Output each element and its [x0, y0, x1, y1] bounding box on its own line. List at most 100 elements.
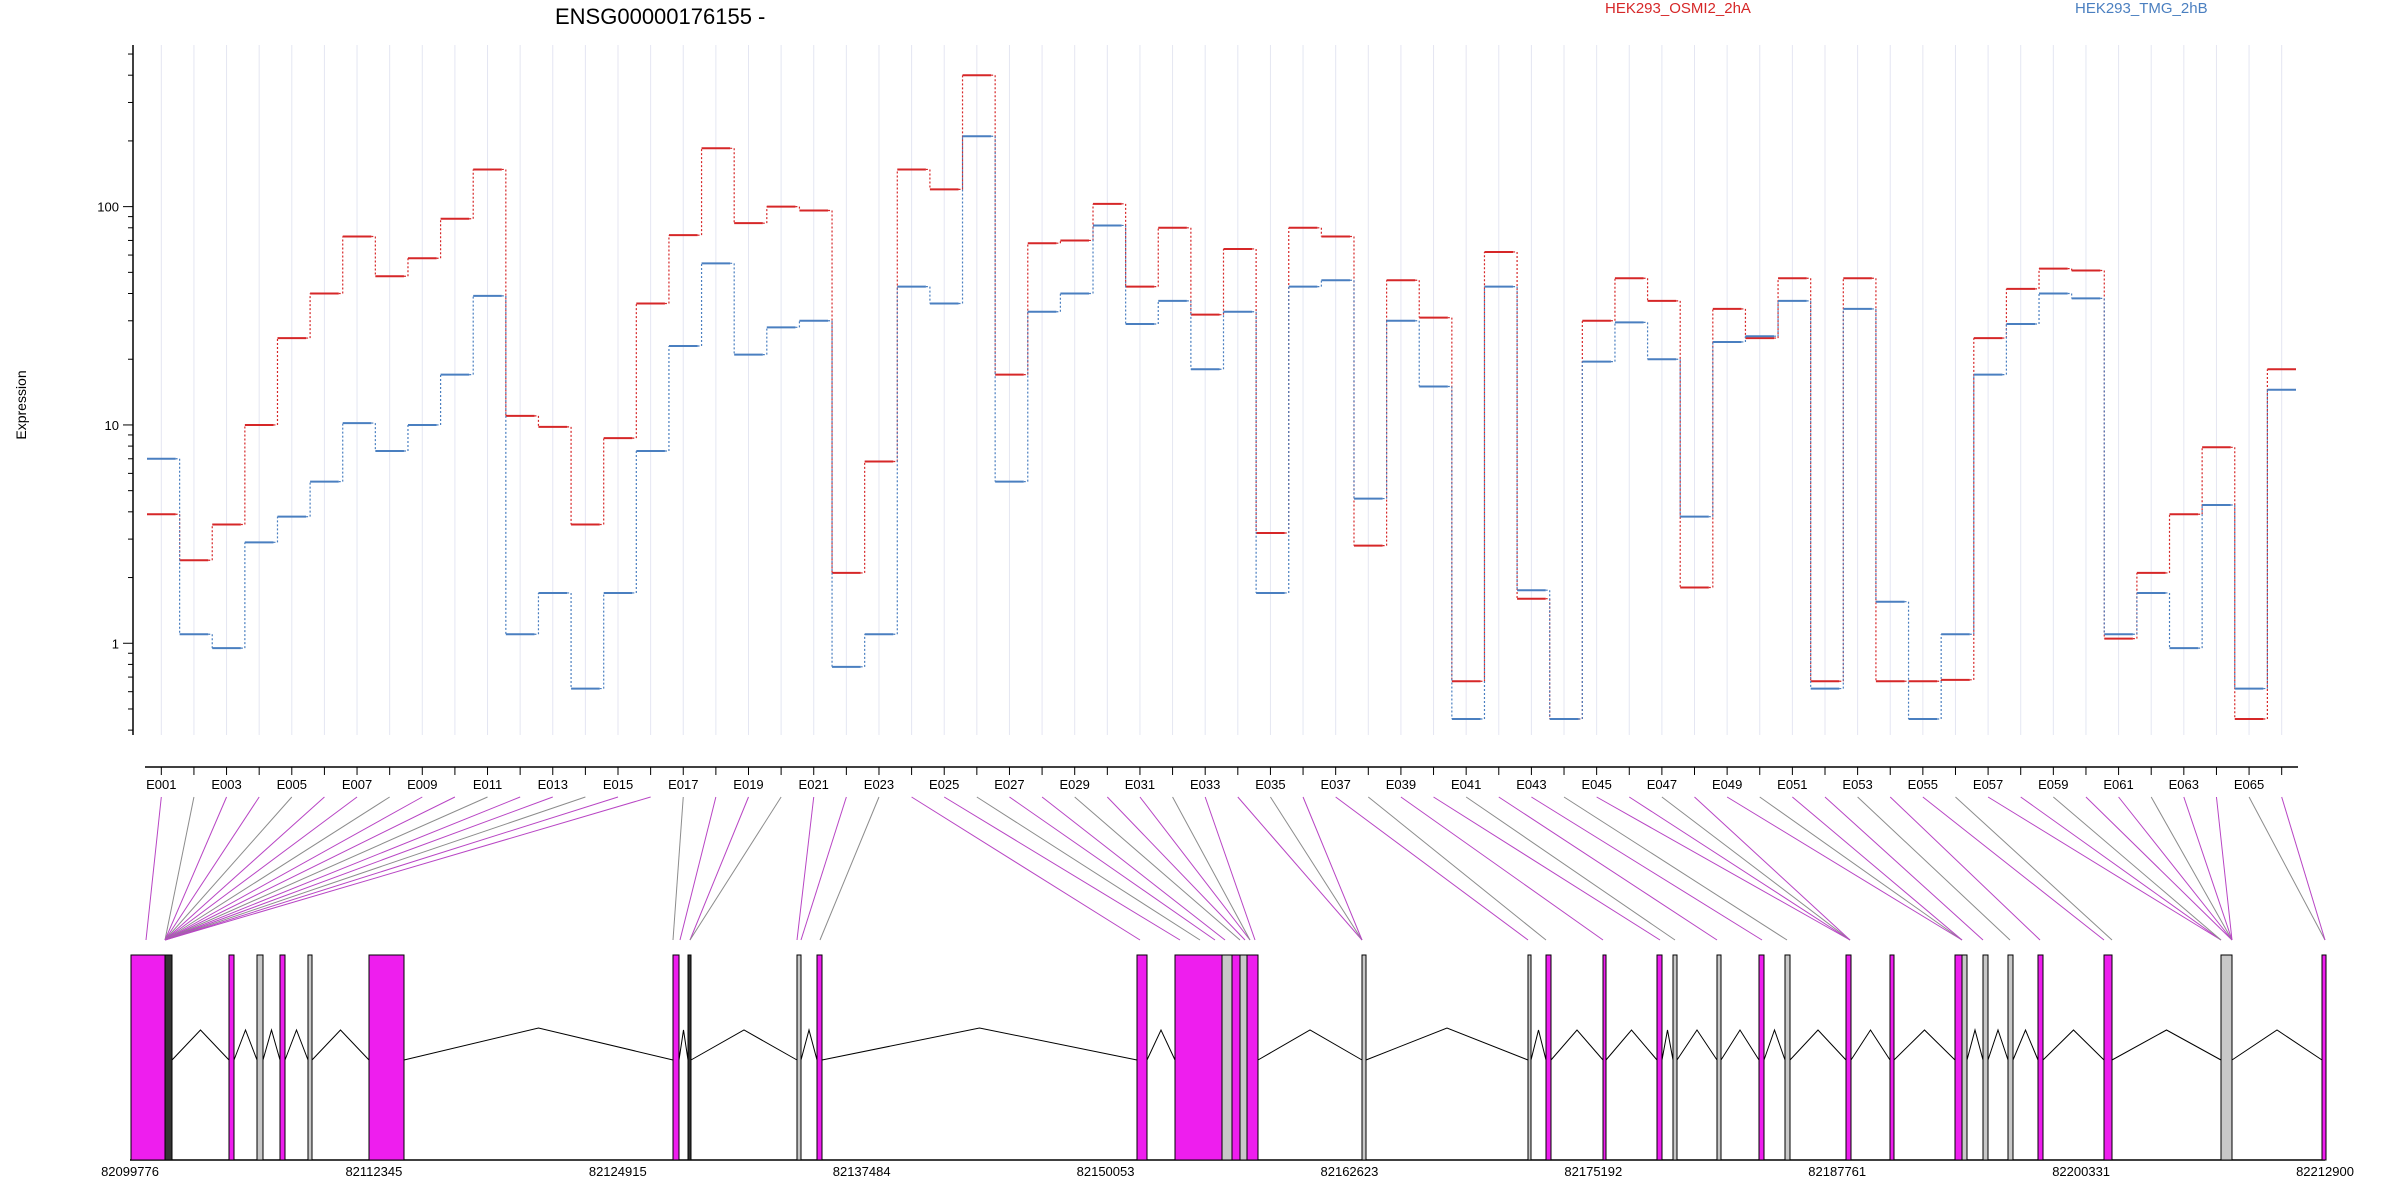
series-connector — [893, 286, 898, 635]
exon-block — [816, 954, 823, 1161]
exon-block — [1845, 954, 1852, 1161]
series-connector — [1513, 251, 1518, 599]
intron-line — [1763, 1028, 1786, 1061]
intron-line — [1676, 1029, 1718, 1061]
exon-block — [1231, 954, 1241, 1161]
intron-line — [1146, 1028, 1176, 1061]
exon-connector — [1009, 796, 1216, 941]
genomic-tick-label: 82137484 — [833, 1164, 891, 1179]
series-connector — [306, 481, 311, 518]
exon-connector — [819, 796, 880, 941]
intron-line — [284, 1028, 309, 1061]
intron-line — [1893, 1029, 1956, 1061]
series-connector — [1643, 277, 1649, 301]
exon-connector — [1270, 796, 1363, 941]
intron-line — [2042, 1029, 2105, 1061]
exon-connector — [164, 796, 325, 941]
exon-block — [1174, 954, 1223, 1161]
x-tick-label: E005 — [277, 777, 307, 792]
exon-connector — [164, 796, 553, 941]
exon-connector — [1987, 796, 2222, 941]
x-tick-label: E055 — [1908, 777, 1938, 792]
series-connector — [1121, 224, 1127, 324]
series-connector — [2002, 323, 2008, 376]
exon-connector — [1302, 796, 1363, 941]
exon-connector — [1498, 796, 1718, 941]
series-connector — [534, 592, 540, 635]
exon-connector — [164, 796, 195, 941]
gene-model — [130, 954, 2327, 1161]
exon-block — [672, 954, 680, 1161]
exon-connector — [2020, 796, 2222, 941]
series-connector — [2198, 504, 2203, 649]
chart-title: ENSG00000176155 - — [555, 4, 765, 29]
legend-series-0: HEK293_OSMI2_2hA — [1605, 0, 1751, 17]
series-connector — [1317, 280, 1322, 288]
exon-block — [1954, 954, 1963, 1161]
x-tick-label: E015 — [603, 777, 633, 792]
exon-connector — [1955, 796, 2113, 941]
x-tick-label: E061 — [2103, 777, 2133, 792]
series-connector — [436, 374, 442, 426]
series-connector — [1741, 336, 1747, 343]
series-connector — [469, 295, 474, 376]
x-tick-label: E013 — [538, 777, 568, 792]
series-connector — [599, 438, 605, 526]
exon-connector — [1335, 796, 1529, 941]
exon-connector — [164, 796, 293, 941]
exon-connector — [1172, 796, 1251, 941]
series-connector — [1871, 308, 1877, 602]
series-connector — [925, 168, 931, 190]
intron-line — [1720, 1029, 1760, 1061]
exon-connector — [164, 796, 619, 941]
exon-block — [307, 954, 313, 1161]
series-connector — [1806, 300, 1812, 689]
series-lines — [147, 74, 2296, 720]
series-connector — [1382, 320, 1388, 500]
genomic-tick-label: 82212900 — [2296, 1164, 2354, 1179]
exon-block — [1672, 954, 1678, 1161]
series-connector — [2165, 592, 2171, 649]
exon-connector — [164, 796, 358, 941]
exon-connector — [1824, 796, 1984, 941]
exon-connectors — [145, 796, 2326, 941]
series-0 — [147, 74, 2296, 720]
genomic-tick-label: 82187761 — [1808, 1164, 1866, 1179]
series-connector — [1708, 341, 1714, 518]
x-tick-label: E043 — [1516, 777, 1546, 792]
genomic-tick-label: 82099776 — [101, 1164, 159, 1179]
series-connector — [1415, 320, 1420, 387]
x-tick-label: E051 — [1777, 777, 1807, 792]
x-tick-label: E029 — [1060, 777, 1090, 792]
series-connector — [371, 235, 376, 277]
x-tick-label: E059 — [2038, 777, 2068, 792]
exon-connector — [1465, 796, 1676, 941]
series-connector — [1186, 227, 1192, 315]
exon-block — [2037, 954, 2044, 1161]
series-connector — [2230, 504, 2236, 689]
exon-connector — [1367, 796, 1547, 941]
series-connector — [1643, 321, 1649, 360]
x-tick-label: E057 — [1973, 777, 2003, 792]
exon-block — [130, 954, 166, 1161]
series-connector — [273, 516, 279, 543]
exon-connector — [1759, 796, 1963, 941]
intron-line — [1661, 1029, 1674, 1061]
series-connector — [991, 135, 996, 482]
exon-block — [2103, 954, 2113, 1161]
series-connector — [1023, 311, 1029, 483]
series-connector — [1578, 320, 1583, 720]
exon-connector — [164, 796, 488, 941]
exon-connector — [1628, 796, 1851, 941]
x-tick-label: E027 — [994, 777, 1024, 792]
series-connector — [1676, 300, 1681, 588]
exon-connector — [164, 796, 228, 941]
series-connector — [1089, 225, 1094, 295]
intron-line — [171, 1029, 230, 1061]
series-connector — [1545, 589, 1551, 719]
series-connector — [240, 542, 246, 649]
y-axis-title: Expression — [13, 370, 29, 439]
series-connector — [730, 147, 735, 224]
series-connector — [2100, 297, 2105, 635]
